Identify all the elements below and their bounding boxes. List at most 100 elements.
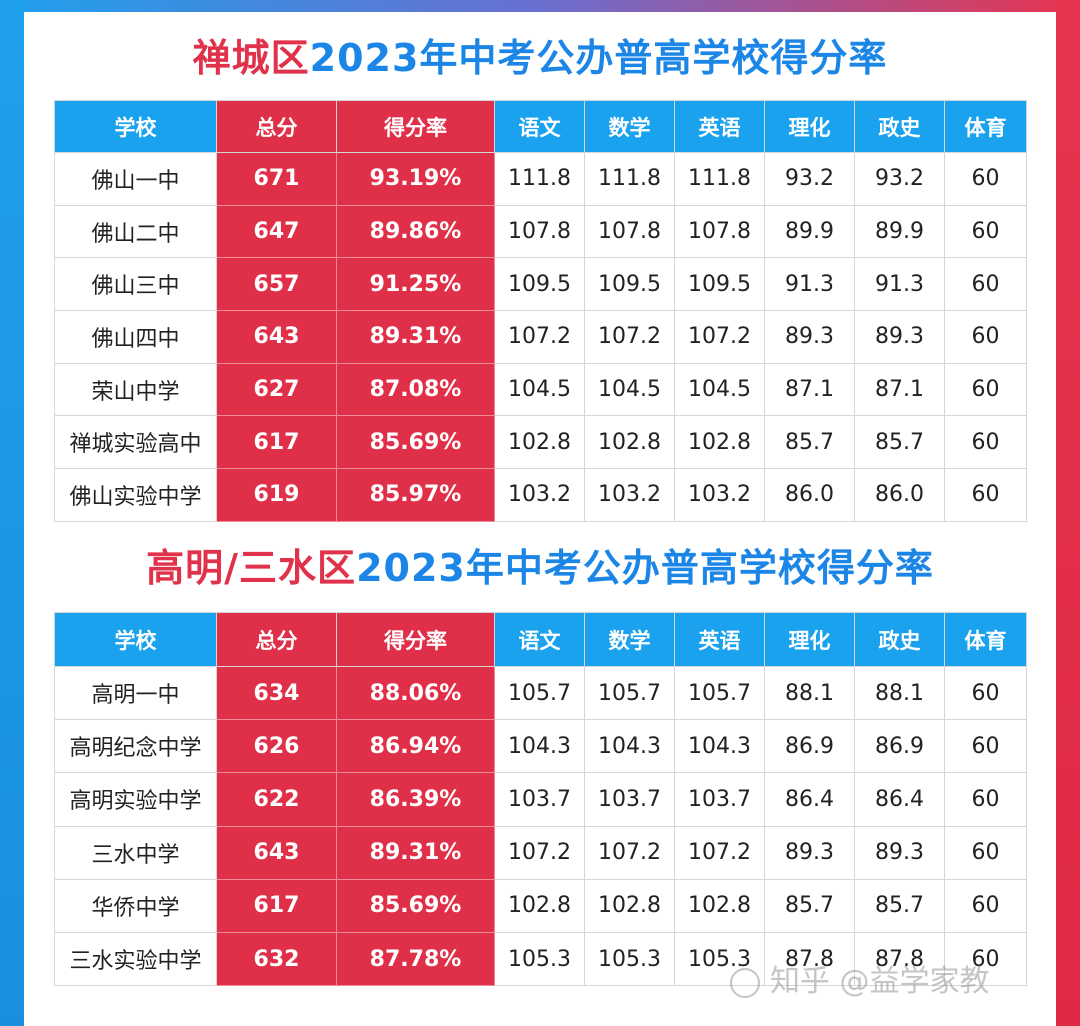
cell-physchem: 85.7 xyxy=(764,415,855,470)
cell-school: 高明实验中学 xyxy=(54,772,217,827)
cell-school: 佛山三中 xyxy=(54,257,217,312)
cell-total: 647 xyxy=(216,204,337,259)
section2-header-math: 数学 xyxy=(584,612,675,667)
table-row: 三水中学 643 89.31% 107.2 107.2 107.2 89.3 89.3 60 xyxy=(54,825,1027,880)
cell-chinese: 107.8 xyxy=(494,204,585,259)
table-row: 佛山四中 643 89.31% 107.2 107.2 107.2 89.3 89.3 60 xyxy=(54,310,1027,364)
cell-chinese: 107.2 xyxy=(494,825,585,880)
cell-rate: 89.86% xyxy=(336,204,495,259)
cell-school: 三水实验中学 xyxy=(54,931,217,987)
cell-polhist: 85.7 xyxy=(854,878,945,933)
cell-chinese: 102.8 xyxy=(494,878,585,933)
cell-pe: 60 xyxy=(944,772,1027,827)
table-row: 佛山三中 657 91.25% 109.5 109.5 109.5 91.3 91.3 60 xyxy=(54,257,1027,312)
cell-school: 高明纪念中学 xyxy=(54,719,217,774)
section2-title-blue: 2023年中考公办普高学校得分率 xyxy=(356,546,934,590)
cell-school: 佛山四中 xyxy=(54,310,217,364)
cell-total: 617 xyxy=(216,415,337,470)
cell-polhist: 87.8 xyxy=(854,931,945,987)
cell-chinese: 103.7 xyxy=(494,772,585,827)
cell-rate: 85.97% xyxy=(336,468,495,522)
cell-rate: 87.08% xyxy=(336,362,495,417)
cell-school: 佛山一中 xyxy=(54,152,217,206)
cell-pe: 60 xyxy=(944,665,1027,721)
cell-polhist: 89.3 xyxy=(854,825,945,880)
section2-header-english: 英语 xyxy=(674,612,765,667)
cell-physchem: 87.8 xyxy=(764,931,855,987)
cell-pe: 60 xyxy=(944,152,1027,206)
cell-total: 643 xyxy=(216,825,337,880)
frame-top xyxy=(0,0,1080,12)
cell-physchem: 89.9 xyxy=(764,204,855,259)
cell-physchem: 88.1 xyxy=(764,665,855,721)
cell-school: 佛山二中 xyxy=(54,204,217,259)
cell-polhist: 91.3 xyxy=(854,257,945,312)
section1-title: 禅城区2023年中考公办普高学校得分率 xyxy=(0,34,1080,82)
cell-english: 104.5 xyxy=(674,362,765,417)
section2-header-row: 学校 总分 得分率 语文 数学 英语 理化 政史 体育 xyxy=(54,612,1027,667)
cell-polhist: 86.4 xyxy=(854,772,945,827)
cell-pe: 60 xyxy=(944,204,1027,259)
cell-pe: 60 xyxy=(944,415,1027,470)
cell-math: 104.5 xyxy=(584,362,675,417)
section2-header-rate: 得分率 xyxy=(336,612,495,667)
cell-rate: 85.69% xyxy=(336,415,495,470)
cell-english: 102.8 xyxy=(674,415,765,470)
table-row: 佛山一中 671 93.19% 111.8 111.8 111.8 93.2 93.2 60 xyxy=(54,152,1027,206)
cell-total: 619 xyxy=(216,468,337,522)
cell-total: 627 xyxy=(216,362,337,417)
table-row: 佛山二中 647 89.86% 107.8 107.8 107.8 89.9 89.9 60 xyxy=(54,204,1027,259)
cell-english: 103.2 xyxy=(674,468,765,522)
watermark: 知乎 @益学家教 xyxy=(726,960,1066,1004)
table-row: 华侨中学 617 85.69% 102.8 102.8 102.8 85.7 85.7 60 xyxy=(54,878,1027,933)
cell-physchem: 86.9 xyxy=(764,719,855,774)
section1-header-english: 英语 xyxy=(674,100,765,153)
cell-english: 104.3 xyxy=(674,719,765,774)
table-row: 荣山中学 627 87.08% 104.5 104.5 104.5 87.1 87.1 60 xyxy=(54,362,1027,417)
cell-polhist: 93.2 xyxy=(854,152,945,206)
cell-total: 657 xyxy=(216,257,337,312)
cell-school: 高明一中 xyxy=(54,665,217,721)
cell-physchem: 86.0 xyxy=(764,468,855,522)
cell-school: 荣山中学 xyxy=(54,362,217,417)
cell-pe: 60 xyxy=(944,362,1027,417)
cell-math: 107.2 xyxy=(584,310,675,364)
section1-header-physchem: 理化 xyxy=(764,100,855,153)
cell-math: 105.3 xyxy=(584,931,675,987)
cell-math: 111.8 xyxy=(584,152,675,206)
cell-pe: 60 xyxy=(944,931,1027,987)
cell-english: 107.8 xyxy=(674,204,765,259)
cell-polhist: 89.3 xyxy=(854,310,945,364)
cell-rate: 85.69% xyxy=(336,878,495,933)
cell-chinese: 104.5 xyxy=(494,362,585,417)
cell-polhist: 86.0 xyxy=(854,468,945,522)
cell-math: 103.2 xyxy=(584,468,675,522)
section1-header-school: 学校 xyxy=(54,100,217,153)
cell-chinese: 102.8 xyxy=(494,415,585,470)
cell-math: 103.7 xyxy=(584,772,675,827)
cell-math: 102.8 xyxy=(584,415,675,470)
cell-rate: 89.31% xyxy=(336,310,495,364)
cell-total: 632 xyxy=(216,931,337,987)
section2-header-polhist: 政史 xyxy=(854,612,945,667)
table-row: 高明一中 634 88.06% 105.7 105.7 105.7 88.1 88.1 60 xyxy=(54,665,1027,721)
section1-header-total: 总分 xyxy=(216,100,337,153)
watermark-logo-icon xyxy=(730,967,760,998)
cell-pe: 60 xyxy=(944,878,1027,933)
cell-total: 634 xyxy=(216,665,337,721)
cell-math: 105.7 xyxy=(584,665,675,721)
cell-polhist: 89.9 xyxy=(854,204,945,259)
section1-title-blue: 2023年中考公办普高学校得分率 xyxy=(309,36,888,80)
frame-left xyxy=(0,0,24,1026)
cell-physchem: 87.1 xyxy=(764,362,855,417)
cell-english: 103.7 xyxy=(674,772,765,827)
section2-header-total: 总分 xyxy=(216,612,337,667)
cell-pe: 60 xyxy=(944,468,1027,522)
cell-physchem: 89.3 xyxy=(764,310,855,364)
cell-math: 104.3 xyxy=(584,719,675,774)
cell-rate: 91.25% xyxy=(336,257,495,312)
cell-math: 107.2 xyxy=(584,825,675,880)
cell-english: 102.8 xyxy=(674,878,765,933)
cell-physchem: 86.4 xyxy=(764,772,855,827)
cell-polhist: 85.7 xyxy=(854,415,945,470)
